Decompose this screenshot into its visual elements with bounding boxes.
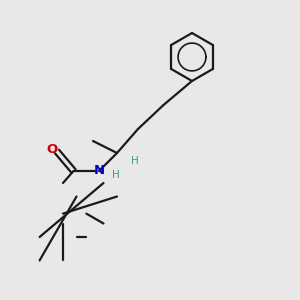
- Text: O: O: [46, 142, 58, 156]
- Text: H: H: [131, 155, 139, 166]
- Text: H: H: [112, 169, 119, 180]
- Text: N: N: [93, 164, 105, 178]
